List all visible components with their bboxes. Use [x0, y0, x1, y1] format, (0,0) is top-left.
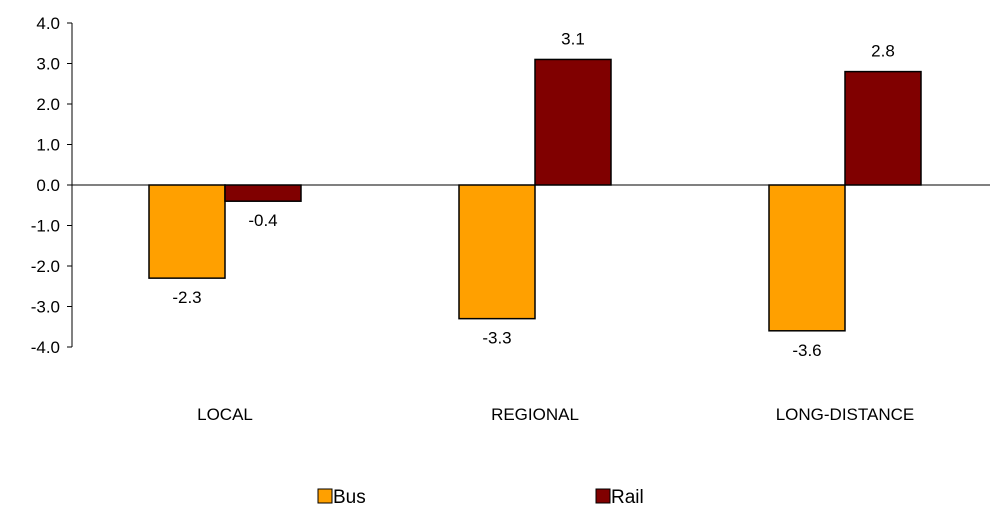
y-tick-label: 2.0: [36, 95, 60, 114]
data-label-rail-long-distance: 2.8: [871, 42, 895, 61]
legend-swatch-bus: [317, 488, 333, 504]
data-label-bus-regional: -3.3: [482, 329, 511, 348]
bar-bus-local: [148, 184, 226, 279]
data-label-rail-regional: 3.1: [561, 29, 585, 48]
bar-bus-regional: [458, 184, 536, 320]
category-label: LONG-DISTANCE: [776, 405, 915, 424]
data-labels: -2.3 -0.4 -3.3 3.1 -3.6 2.8: [172, 29, 894, 359]
category-label: REGIONAL: [491, 405, 579, 424]
legend-swatch-rail: [595, 488, 611, 504]
legend-label-bus: Bus: [333, 487, 366, 508]
y-tick-label: -1.0: [31, 217, 60, 236]
bar-rail-regional: [534, 58, 612, 186]
category-labels: LOCAL REGIONAL LONG-DISTANCE: [197, 405, 914, 424]
bar-bus-long-distance: [768, 184, 846, 332]
bars: [148, 58, 922, 332]
y-tick-label: -4.0: [31, 338, 60, 357]
y-tick-label: 0.0: [36, 176, 60, 195]
data-label-bus-local: -2.3: [172, 288, 201, 307]
legend: Bus Rail: [317, 487, 644, 508]
category-label: LOCAL: [197, 405, 253, 424]
data-label-rail-local: -0.4: [248, 211, 277, 230]
y-tick-label: 3.0: [36, 55, 60, 74]
y-tick-label: -3.0: [31, 298, 60, 317]
y-axis: -4.0 -3.0 -2.0 -1.0 0.0 1.0 2.0 3.0 4.0: [31, 14, 73, 357]
data-label-bus-long-distance: -3.6: [792, 341, 821, 360]
y-tick-label: 4.0: [36, 14, 60, 33]
y-tick-label: 1.0: [36, 136, 60, 155]
bar-rail-long-distance: [844, 70, 922, 186]
y-tick-label: -2.0: [31, 257, 60, 276]
legend-label-rail: Rail: [611, 487, 644, 508]
bar-rail-local: [224, 184, 302, 202]
